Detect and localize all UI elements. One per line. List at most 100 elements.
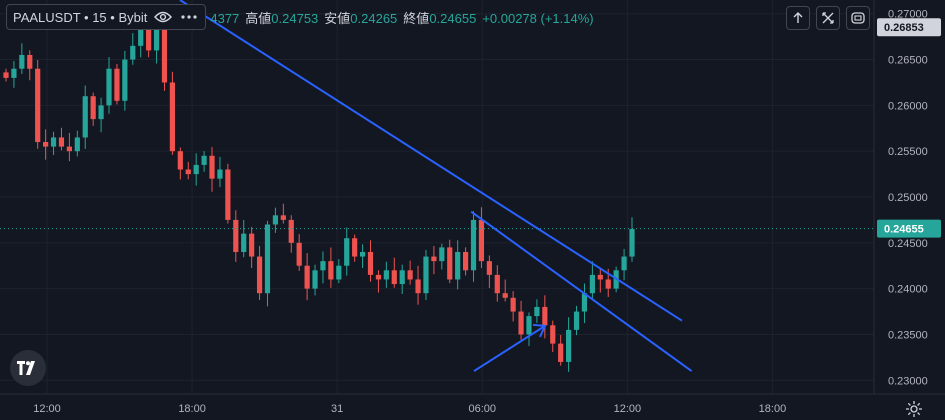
low-value: 0.24265 — [350, 10, 398, 26]
candle-body — [122, 59, 128, 101]
candle-body — [439, 247, 445, 262]
tradingview-logo[interactable] — [10, 350, 46, 386]
candle-body — [566, 329, 572, 362]
high-label: 高値 — [245, 10, 272, 26]
candle-body — [138, 22, 144, 46]
arrow-up-icon[interactable] — [786, 6, 810, 30]
candle-body — [146, 22, 152, 51]
candle-body — [98, 105, 104, 120]
y-axis: 0.27000 0.26500 0.26000 0.25500 0.25000 0.245… — [877, 9, 941, 387]
close-value: 0.24655 — [429, 10, 477, 26]
candle-body — [336, 265, 342, 280]
candle-body — [415, 279, 421, 294]
candle-body — [542, 306, 548, 326]
annotation-arrow — [473, 325, 546, 372]
candle-body — [573, 311, 580, 330]
candle-body — [462, 251, 469, 271]
candle-body — [209, 155, 215, 179]
candle-body — [296, 242, 302, 266]
candle-body — [518, 311, 524, 335]
candle-body — [50, 137, 57, 147]
candle-body — [359, 251, 366, 257]
candle-body — [534, 306, 540, 317]
gear-icon[interactable] — [905, 400, 923, 418]
candle-body — [66, 146, 72, 152]
x-tick-label: 31 — [331, 403, 343, 415]
candle-body — [74, 137, 80, 152]
symbol-label: PAALUSDT • 15 • Bybit — [13, 9, 148, 25]
symbol-box[interactable]: PAALUSDT • 15 • Bybit — [6, 4, 207, 30]
candle-body — [241, 233, 247, 252]
candle-body — [407, 270, 413, 280]
candle-body — [558, 343, 564, 362]
candle-body — [328, 261, 334, 280]
price-badge — [877, 219, 941, 238]
candle-body — [43, 142, 49, 147]
candle-body — [478, 219, 485, 262]
y-tick-label: 0.24500 — [888, 238, 928, 250]
candle-body — [375, 274, 382, 280]
y-tick-label: 0.26000 — [888, 100, 928, 112]
settings-dots-icon[interactable] — [179, 7, 199, 27]
candle-body — [58, 137, 65, 147]
candle-body — [114, 68, 120, 101]
candle-body — [470, 219, 477, 271]
change-value: +0.00278 (+1.14%) — [482, 10, 594, 26]
y-tick-label: 0.23500 — [888, 329, 928, 341]
candle-body — [581, 293, 588, 312]
candle-body — [399, 270, 405, 285]
candle-body — [225, 169, 231, 220]
candle-body — [82, 96, 88, 138]
candle-body — [383, 270, 389, 280]
candle-body — [19, 54, 25, 69]
low-label: 安値 — [324, 10, 351, 26]
price-badge — [877, 18, 941, 37]
y-tick-label: 0.26500 — [888, 55, 928, 67]
x-tick-label: 18:00 — [759, 403, 787, 415]
candle-body — [272, 215, 279, 225]
candle-body — [11, 68, 17, 78]
legend: PAALUSDT • 15 • Bybit 4377 高値0.24753 安値0.2… — [6, 4, 600, 30]
candle-body — [177, 151, 183, 170]
candle-body — [288, 219, 294, 243]
trendline — [179, 0, 683, 322]
candle-body — [494, 274, 500, 294]
candle-body — [486, 261, 492, 275]
x-tick-label: 06:00 — [468, 403, 496, 415]
open-value: 4377 — [210, 10, 240, 26]
candle-body — [193, 164, 199, 175]
y-tick-label: 0.25500 — [888, 146, 928, 158]
ohlc-values: 4377 高値0.24753 安値0.24265 終値0.24655 +0.00278 … — [210, 8, 599, 27]
x-tick-label: 12:00 — [33, 403, 61, 415]
screenshot-icon[interactable] — [846, 6, 870, 30]
eye-icon[interactable] — [153, 7, 173, 27]
y-tick-label: 0.24000 — [888, 284, 928, 296]
y-tick-label: 0.27000 — [888, 9, 928, 21]
y-tick-label: 0.23000 — [888, 375, 928, 387]
candle-body — [161, 27, 168, 83]
candle-body — [367, 251, 374, 275]
candle-body — [185, 169, 191, 175]
x-tick-label: 12:00 — [614, 403, 642, 415]
candle-body — [320, 261, 326, 271]
price-badge-label: 0.24655 — [884, 224, 924, 236]
grid — [0, 0, 874, 394]
candle-body — [264, 224, 271, 294]
candle-body — [455, 251, 461, 280]
candle-body — [502, 293, 508, 298]
candle-body — [27, 54, 33, 69]
candle-body — [352, 238, 358, 257]
candles — [3, 13, 635, 372]
expand-icon[interactable] — [816, 6, 840, 30]
candle-body — [629, 229, 635, 257]
top-right-toolbar — [786, 6, 870, 30]
candle-body — [621, 256, 627, 271]
candle-body — [304, 265, 310, 289]
candle-body — [35, 68, 41, 143]
candle-body — [169, 82, 176, 152]
candle-body — [201, 155, 207, 165]
candle-body — [391, 270, 397, 285]
trendline — [470, 210, 693, 372]
candle-body — [447, 247, 453, 280]
